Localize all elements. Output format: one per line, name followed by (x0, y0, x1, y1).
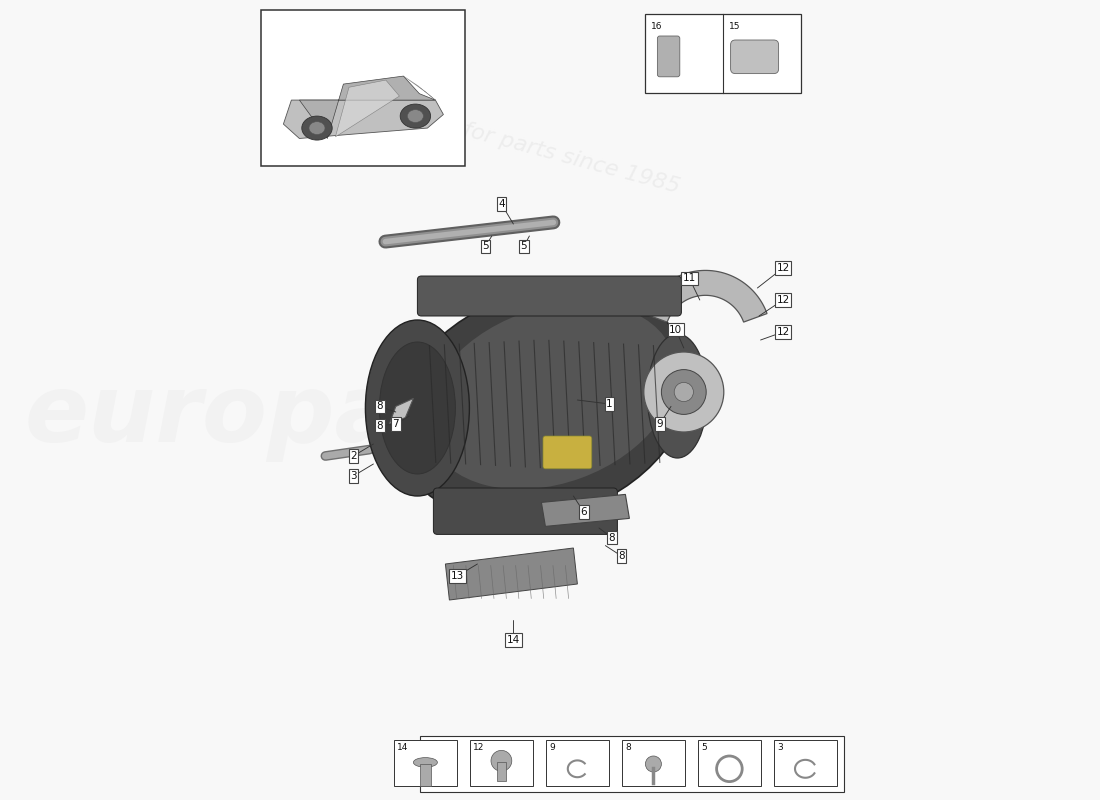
Polygon shape (446, 548, 578, 600)
Text: 5: 5 (701, 743, 707, 752)
FancyBboxPatch shape (658, 36, 680, 77)
Text: 11: 11 (683, 274, 696, 283)
Text: 5: 5 (482, 242, 488, 251)
Text: 12: 12 (473, 743, 485, 752)
FancyBboxPatch shape (417, 276, 681, 316)
Text: 5: 5 (520, 242, 527, 251)
FancyBboxPatch shape (394, 740, 458, 786)
Text: europarts: europarts (24, 370, 547, 462)
Circle shape (644, 352, 724, 432)
Text: 7: 7 (393, 419, 399, 429)
Text: 2: 2 (350, 451, 356, 461)
FancyBboxPatch shape (262, 10, 465, 166)
FancyBboxPatch shape (420, 764, 431, 786)
Circle shape (646, 756, 661, 772)
Text: 12: 12 (777, 295, 790, 305)
Text: 14: 14 (507, 635, 520, 645)
Text: 9: 9 (549, 743, 556, 752)
Text: 15: 15 (729, 22, 740, 31)
Circle shape (674, 382, 693, 402)
Ellipse shape (648, 334, 707, 458)
Polygon shape (404, 76, 436, 100)
Ellipse shape (301, 116, 332, 140)
Ellipse shape (400, 104, 430, 128)
Text: 4: 4 (498, 199, 505, 209)
Ellipse shape (395, 286, 691, 522)
FancyBboxPatch shape (433, 488, 617, 534)
Polygon shape (299, 76, 436, 138)
Text: 6: 6 (581, 507, 587, 517)
Polygon shape (644, 270, 767, 322)
Text: 3: 3 (778, 743, 783, 752)
FancyBboxPatch shape (646, 14, 802, 93)
Text: 8: 8 (376, 402, 383, 411)
Text: 8: 8 (625, 743, 631, 752)
FancyBboxPatch shape (621, 740, 685, 786)
FancyBboxPatch shape (773, 740, 837, 786)
FancyBboxPatch shape (730, 40, 779, 74)
Text: 16: 16 (651, 22, 662, 31)
Ellipse shape (407, 110, 424, 122)
Text: 10: 10 (669, 325, 682, 334)
Circle shape (491, 750, 512, 771)
Polygon shape (389, 398, 414, 424)
Ellipse shape (309, 122, 324, 134)
Text: 8: 8 (376, 421, 383, 430)
Polygon shape (284, 100, 443, 138)
Ellipse shape (365, 320, 470, 496)
Text: 14: 14 (397, 743, 408, 752)
FancyBboxPatch shape (546, 740, 609, 786)
Polygon shape (336, 80, 399, 137)
FancyBboxPatch shape (697, 740, 761, 786)
Text: 8: 8 (618, 551, 625, 561)
FancyBboxPatch shape (543, 436, 592, 469)
FancyBboxPatch shape (420, 736, 845, 792)
Text: 3: 3 (350, 471, 356, 481)
Ellipse shape (426, 302, 676, 490)
Ellipse shape (379, 342, 455, 474)
Polygon shape (541, 494, 629, 526)
Ellipse shape (414, 758, 438, 767)
Circle shape (661, 370, 706, 414)
Text: 12: 12 (777, 327, 790, 337)
Text: 8: 8 (608, 533, 615, 542)
Text: 12: 12 (777, 263, 790, 273)
Text: 1: 1 (606, 399, 613, 409)
FancyBboxPatch shape (470, 740, 534, 786)
Text: a passion for parts since 1985: a passion for parts since 1985 (352, 91, 682, 197)
Text: 13: 13 (451, 571, 464, 581)
Text: 9: 9 (657, 419, 663, 429)
FancyBboxPatch shape (496, 762, 506, 781)
